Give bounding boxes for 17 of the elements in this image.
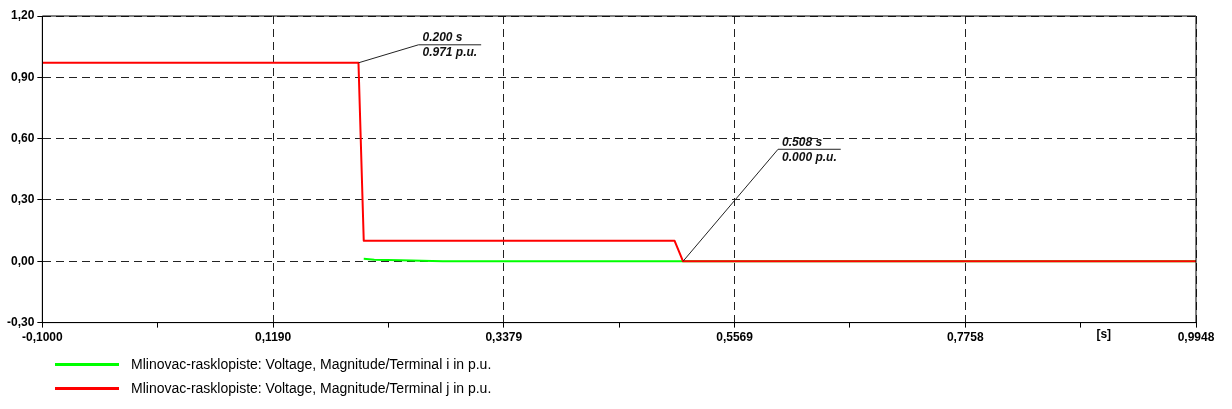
legend-label: Mlinovac-rasklopiste: Voltage, Magnitude/Terminal j in p.u. (131, 380, 492, 396)
y-tick-label: 0,30 (10, 192, 35, 207)
x-tick-label: -0,1000 (22, 330, 64, 345)
y-tick-label: 1,20 (10, 8, 35, 23)
x-tick-label: 0,3379 (485, 330, 523, 345)
y-tick-label: -0,30 (6, 314, 35, 329)
x-tick-label: 0,7758 (946, 330, 984, 345)
x-tick-label: 0,1190 (255, 330, 292, 345)
y-tick-label: 0,00 (10, 253, 35, 268)
x-axis-title: [s] (1096, 326, 1112, 341)
annotation: 0.200 s 0.971 p.u. (422, 30, 478, 60)
y-tick-label: 0,90 (10, 69, 35, 84)
x-tick-label: 0,9948 (1177, 330, 1215, 345)
y-tick-label: 0,60 (10, 130, 35, 145)
annotation: 0.508 s 0.000 p.u. (782, 134, 837, 164)
x-tick-label: 0,5569 (716, 330, 754, 345)
legend-label: Mlinovac-rasklopiste: Voltage, Magnitude/Terminal i in p.u. (131, 356, 492, 372)
